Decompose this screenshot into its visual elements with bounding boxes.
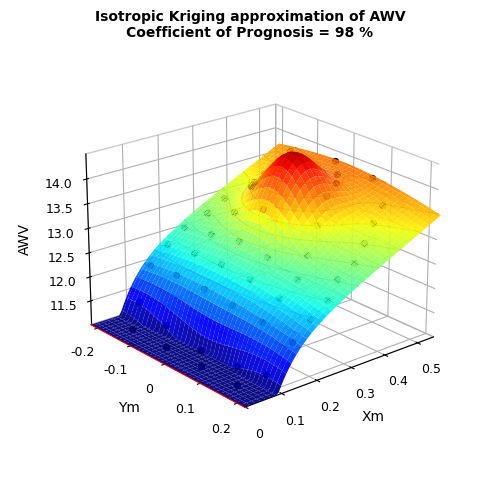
X-axis label: Xm: Xm	[362, 410, 385, 424]
Y-axis label: Ym: Ym	[118, 401, 141, 415]
Text: Isotropic Kriging approximation of AWV
Coefficient of Prognosis = 98 %: Isotropic Kriging approximation of AWV C…	[94, 10, 406, 40]
